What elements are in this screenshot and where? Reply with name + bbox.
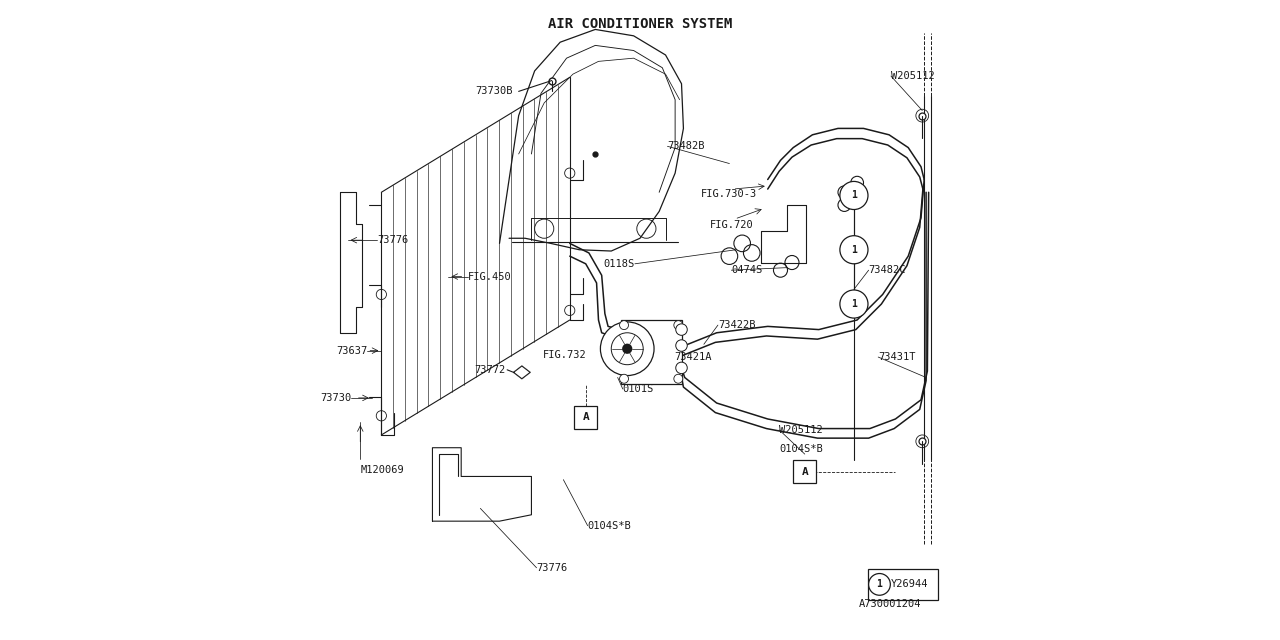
Text: 0101S: 0101S [623, 384, 654, 394]
Circle shape [676, 362, 687, 374]
Text: 73776: 73776 [536, 563, 568, 573]
Text: 1: 1 [851, 244, 856, 255]
Circle shape [851, 176, 864, 189]
Text: W205112: W205112 [780, 425, 823, 435]
Bar [794, 461, 817, 483]
Text: Y26944: Y26944 [891, 579, 928, 589]
Text: FIG.450: FIG.450 [467, 271, 511, 282]
Text: A: A [801, 467, 808, 477]
Circle shape [673, 374, 682, 383]
Text: 1: 1 [851, 191, 856, 200]
Circle shape [840, 181, 868, 209]
Bar [868, 569, 938, 600]
Text: 0104S*B: 0104S*B [780, 444, 823, 454]
Circle shape [838, 198, 851, 211]
Text: A: A [582, 412, 589, 422]
Text: M120069: M120069 [360, 465, 404, 475]
Text: 0104S*B: 0104S*B [588, 520, 631, 531]
Circle shape [840, 236, 868, 264]
Text: 73730: 73730 [320, 393, 351, 403]
Circle shape [838, 186, 851, 198]
Text: 73772: 73772 [475, 365, 506, 375]
Text: W205112: W205112 [891, 71, 934, 81]
Circle shape [676, 340, 687, 351]
Circle shape [840, 290, 868, 318]
Text: 73482C: 73482C [869, 265, 906, 275]
Text: 73431T: 73431T [878, 352, 915, 362]
Text: 73637: 73637 [337, 346, 367, 356]
Bar [575, 406, 598, 429]
Circle shape [676, 324, 687, 335]
Text: 1: 1 [851, 299, 856, 309]
Polygon shape [513, 366, 530, 379]
Text: 0118S: 0118S [604, 259, 635, 269]
Text: AIR CONDITIONER SYSTEM: AIR CONDITIONER SYSTEM [548, 17, 732, 31]
Text: 73422B: 73422B [718, 320, 755, 330]
Circle shape [620, 321, 628, 330]
Circle shape [869, 573, 891, 595]
Text: A730001204: A730001204 [859, 599, 922, 609]
Text: FIG.730-3: FIG.730-3 [701, 189, 758, 198]
Circle shape [673, 321, 682, 330]
Bar [621, 320, 681, 384]
Text: 0474S: 0474S [731, 265, 763, 275]
Circle shape [622, 344, 632, 354]
Circle shape [600, 322, 654, 376]
Text: 73421A: 73421A [673, 352, 712, 362]
Text: 1: 1 [877, 579, 882, 589]
Text: 73730B: 73730B [475, 86, 512, 97]
Text: FIG.720: FIG.720 [710, 221, 754, 230]
Text: 73776: 73776 [376, 235, 408, 245]
Text: 73482B: 73482B [667, 141, 705, 151]
Circle shape [620, 374, 628, 383]
Text: FIG.732: FIG.732 [543, 350, 586, 360]
